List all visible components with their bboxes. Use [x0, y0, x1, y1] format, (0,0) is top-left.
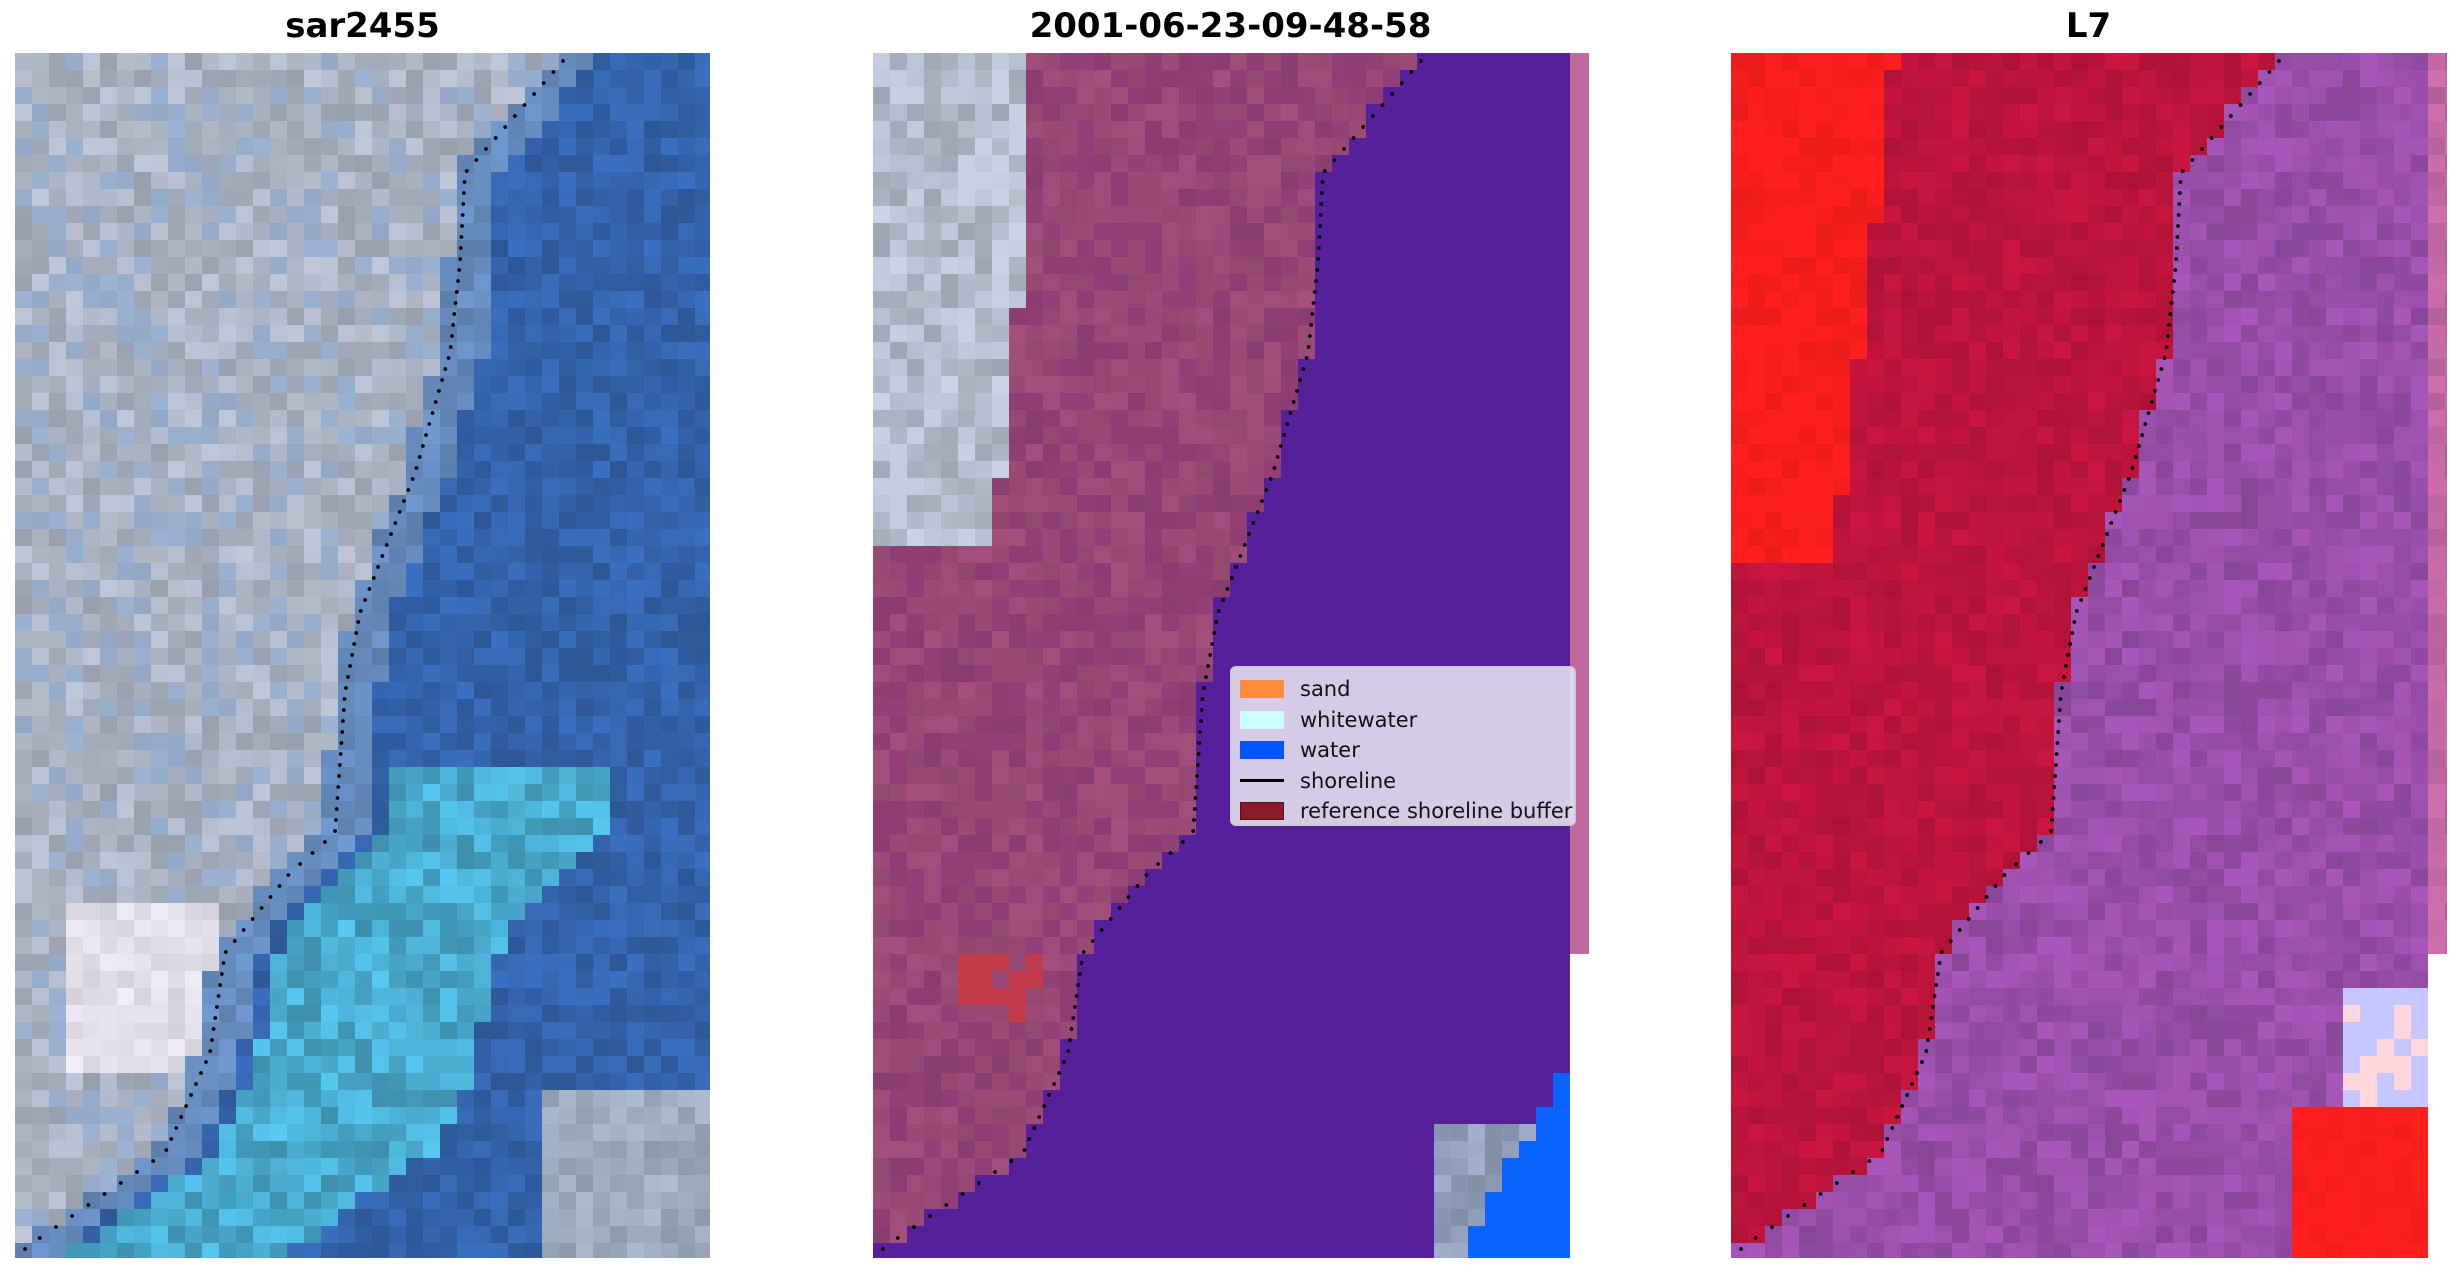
shoreline-dots: [23, 59, 565, 1251]
legend-swatch-sand: [1240, 680, 1284, 699]
legend-item-whitewater: whitewater: [1240, 705, 1566, 736]
legend-swatch-whitewater: [1240, 710, 1284, 729]
legend-label-reference-buffer: reference shoreline buffer: [1300, 799, 1573, 824]
legend-item-sand: sand: [1240, 674, 1566, 705]
legend-swatch-water: [1240, 741, 1284, 760]
pixel-mosaic: [873, 53, 1589, 1258]
shoreline-dots: [1739, 59, 2281, 1251]
legend-label-shoreline: shoreline: [1300, 768, 1397, 793]
legend-label-whitewater: whitewater: [1300, 707, 1418, 732]
legend-item-shoreline: shoreline: [1240, 766, 1566, 797]
pixel-mosaic: [15, 53, 710, 1258]
legend-label-sand: sand: [1300, 677, 1351, 702]
pixel-mosaic: [1731, 53, 2447, 1258]
legend: sand whitewater water shoreline referenc…: [1230, 666, 1576, 826]
index-image-panel: [1731, 53, 2447, 1258]
legend-item-reference-buffer: reference shoreline buffer: [1240, 796, 1572, 827]
legend-swatch-reference-buffer: [1240, 802, 1284, 821]
legend-label-water: water: [1300, 738, 1360, 763]
panel-title-index: L7: [2065, 6, 2112, 46]
shoreline-dots: [881, 59, 1423, 1251]
rgb-image-panel: [15, 53, 710, 1258]
legend-item-water: water: [1240, 735, 1566, 766]
classified-image-panel: [873, 53, 1589, 1258]
legend-line-shoreline: [1240, 779, 1284, 783]
panel-title-classified: 2001-06-23-09-48-58: [1029, 6, 1432, 46]
panel-title-rgb: sar2455: [285, 6, 440, 46]
